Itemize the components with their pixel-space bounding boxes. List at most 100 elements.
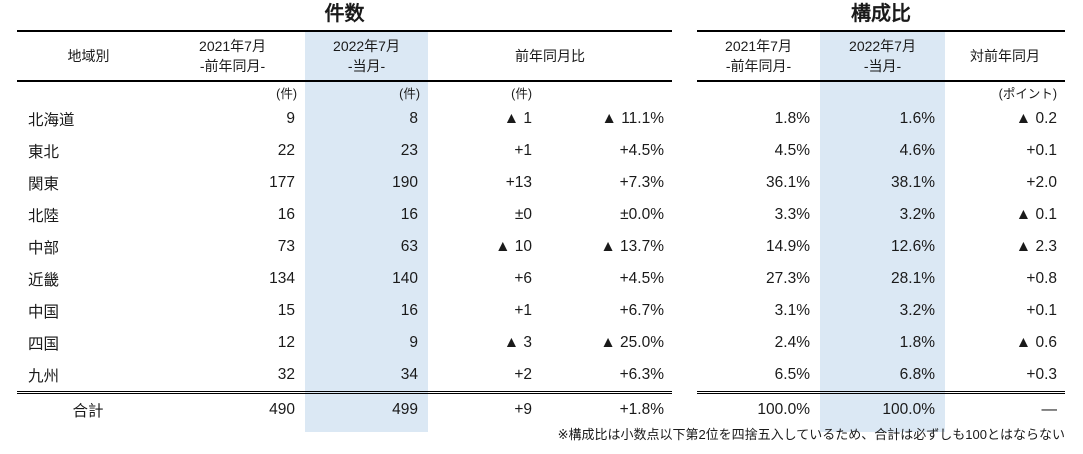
pct-cell: +7.3% [619, 174, 664, 191]
count-2022-cell: 16 [305, 199, 428, 231]
pct-cell: ▲ 13.7% [600, 238, 664, 255]
count-header-row: 地域別 2021年7月 -前年同月- 2022年7月 -当月- 前年同月比 [17, 30, 672, 82]
table-row: 関東 177 190 +13 +7.3% [17, 167, 672, 199]
ratio-header-2022-line2: -当月- [863, 58, 902, 74]
ratio-table: 2021年7月 -前年同月- 2022年7月 -当月- 対前年同月 (ポイント) [697, 30, 1065, 432]
table-row: 近畿 134 140 +6 +4.5% [17, 263, 672, 295]
total-row: 100.0% 100.0% — [697, 391, 1065, 432]
ratio-header-row: 2021年7月 -前年同月- 2022年7月 -当月- 対前年同月 [697, 30, 1065, 82]
table-row: 3.1% 3.2% +0.1 [697, 295, 1065, 327]
table-row: 中国 15 16 +1 +6.7% [17, 295, 672, 327]
count-2021-cell: 177 [269, 174, 295, 191]
diff-cell: ▲ 10 [495, 238, 532, 255]
ratio-table-section: 構成比 2021年7月 -前年同月- 2022年7月 -当月- 対前年同月 [697, 0, 1065, 432]
point-cell: +2.0 [1026, 174, 1057, 191]
diff-cell: +13 [505, 174, 532, 191]
ratio-2021-cell: 14.9% [766, 238, 810, 255]
ratio-header-2021-line1: 2021年7月 [725, 37, 792, 54]
ratio-header-2022: 2022年7月 -当月- [820, 30, 945, 82]
region-cell: 近畿 [28, 272, 60, 289]
pct-cell: +6.7% [619, 302, 664, 319]
count-2022-cell: 8 [305, 103, 428, 135]
count-2022-cell: 34 [305, 359, 428, 393]
diff-cell: ±0 [514, 206, 532, 223]
unit-label: (ポイント) [998, 87, 1057, 101]
count-2022-cell: 23 [305, 135, 428, 167]
ratio-2021-cell: 3.3% [774, 206, 810, 223]
count-2022-cell: 63 [305, 231, 428, 263]
table-row: 北海道 9 8 ▲ 1 ▲ 11.1% [17, 103, 672, 135]
count-header-region: 地域別 [17, 30, 160, 82]
ratio-2021-cell: 2.4% [774, 334, 810, 351]
diff-cell: ▲ 3 [503, 334, 532, 351]
table-row: 東北 22 23 +1 +4.5% [17, 135, 672, 167]
total-count-2022: 499 [305, 391, 428, 432]
table-row: 4.5% 4.6% +0.1 [697, 135, 1065, 167]
count-2022-cell: 9 [305, 327, 428, 359]
ratio-2022-cell: 28.1% [820, 263, 945, 295]
total-diff: +9 [428, 391, 540, 432]
region-cell: 関東 [28, 176, 60, 193]
ratio-header-vs: 対前年同月 [945, 30, 1065, 82]
table-row: 1.8% 1.6% ▲ 0.2 [697, 103, 1065, 135]
count-2021-cell: 16 [277, 206, 295, 223]
pct-cell: +4.5% [619, 142, 664, 159]
diff-cell: +2 [514, 366, 532, 383]
count-header-2022-line2: -当月- [347, 58, 386, 74]
ratio-2021-cell: 36.1% [766, 174, 810, 191]
ratio-header-2022-line1: 2022年7月 [849, 37, 916, 54]
count-table-section: 件数 地域別 2021年7月 -前年同月- 2022年7月 -当月- [17, 0, 672, 432]
total-ratio-2022: 100.0% [820, 391, 945, 432]
diff-cell: +1 [514, 302, 532, 319]
table-row: 北陸 16 16 ±0 ±0.0% [17, 199, 672, 231]
count-2021-cell: 22 [277, 142, 295, 159]
total-pct: +1.8% [540, 391, 672, 432]
table-row: 中部 73 63 ▲ 10 ▲ 13.7% [17, 231, 672, 263]
ratio-2022-cell: 38.1% [820, 167, 945, 199]
pct-cell: +6.3% [619, 366, 664, 383]
ratio-2021-cell: 4.5% [774, 142, 810, 159]
region-cell: 四国 [28, 336, 60, 353]
count-table: 地域別 2021年7月 -前年同月- 2022年7月 -当月- 前年同月比 (件… [17, 30, 672, 432]
ratio-2022-cell: 4.6% [820, 135, 945, 167]
count-2021-cell: 73 [277, 238, 295, 255]
count-header-yoy: 前年同月比 [428, 30, 672, 82]
total-ratio-2021: 100.0% [697, 391, 820, 432]
point-cell: ▲ 2.3 [1015, 238, 1057, 255]
region-cell: 北海道 [28, 112, 75, 129]
count-2022-cell: 140 [305, 263, 428, 295]
point-cell: +0.3 [1026, 366, 1057, 383]
count-header-2021-line2: -前年同月- [199, 58, 266, 74]
count-2022-cell: 16 [305, 295, 428, 327]
region-cell: 中部 [28, 240, 60, 257]
pct-cell: ▲ 25.0% [600, 334, 664, 351]
count-2021-cell: 9 [286, 110, 295, 127]
ratio-2022-cell: 3.2% [820, 199, 945, 231]
pct-cell: +4.5% [619, 270, 664, 287]
unit-label: (件) [305, 81, 428, 103]
count-table-title: 件数 [324, 3, 365, 25]
count-2021-cell: 15 [277, 302, 295, 319]
diff-cell: +6 [514, 270, 532, 287]
region-cell: 中国 [28, 304, 60, 321]
footnote: ※構成比は小数点以下第2位を四捨五入しているため、合計は必ずしも100とはならな… [557, 427, 1065, 442]
ratio-2022-cell: 12.6% [820, 231, 945, 263]
point-cell: +0.1 [1026, 142, 1057, 159]
ratio-2022-cell: 3.2% [820, 295, 945, 327]
point-cell: ▲ 0.1 [1015, 206, 1057, 223]
count-2022-cell: 190 [305, 167, 428, 199]
total-point: — [945, 391, 1065, 432]
ratio-units-row: (ポイント) [697, 81, 1065, 103]
ratio-header-2021: 2021年7月 -前年同月- [697, 30, 820, 82]
ratio-2021-cell: 27.3% [766, 270, 810, 287]
table-row: 36.1% 38.1% +2.0 [697, 167, 1065, 199]
total-row: 合計 490 499 +9 +1.8% [17, 391, 672, 432]
region-cell: 東北 [28, 144, 60, 161]
ratio-2022-cell: 1.6% [820, 103, 945, 135]
table-row: 14.9% 12.6% ▲ 2.3 [697, 231, 1065, 263]
diff-cell: +1 [514, 142, 532, 159]
point-cell: ▲ 0.2 [1015, 110, 1057, 127]
count-header-2022: 2022年7月 -当月- [305, 30, 428, 82]
point-cell: +0.1 [1026, 302, 1057, 319]
